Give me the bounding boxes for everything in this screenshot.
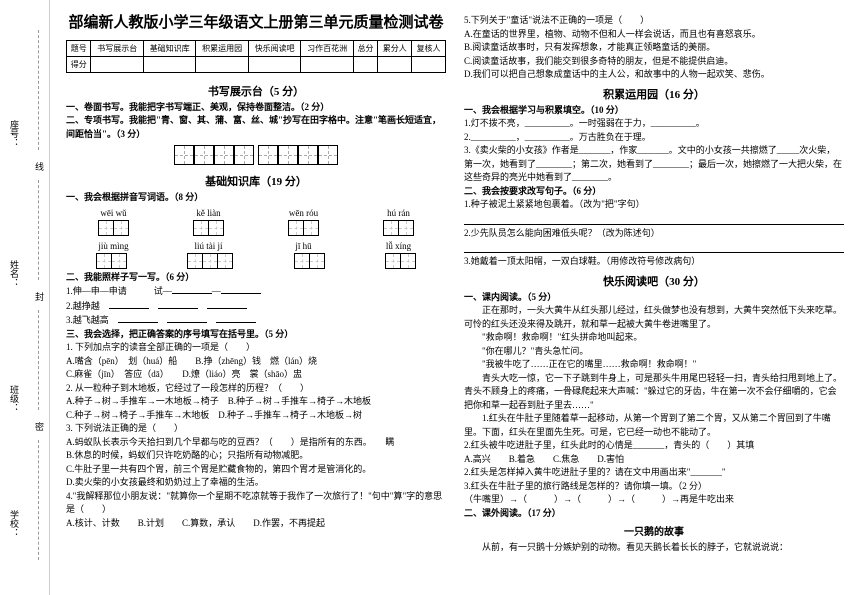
score-table: 题号 书写展示台 基础知识库 积累运用园 快乐阅读吧 习作百花洲 总分 累分人 … [66,40,446,73]
q5a: A.在童话的世界里，植物、动物不但和人一样会说话，而且也有喜怒哀乐。 [464,28,844,42]
story-p1: 从前，有一只鹅十分嫉妒别的动物。看见天鹅长着长长的脖子，它就说说说： [464,541,844,555]
left-column: 部编新人教版小学三年级语文上册第三单元质量检测试卷 题号 书写展示台 基础知识库… [66,14,446,581]
th: 总分 [353,40,377,56]
label-name: 姓名： [8,260,21,287]
section-head-2: 基础知识库（19 分） [66,173,446,189]
th: 题号 [67,40,91,56]
section-head-1: 书写展示台（5 分） [66,83,446,99]
in1-p5: 青头大吃一惊，它一下子跳到牛身上，可是那头牛用尾巴轻轻一扫，青头给扫甩到地上了。… [464,372,844,413]
page: 部编新人教版小学三年级语文上册第三单元质量检测试卷 题号 书写展示台 基础知识库… [50,0,860,595]
story-title: 一只鹅的故事 [464,523,844,538]
tian-row-1 [66,220,446,236]
tian-grid-row [66,145,446,165]
q3-1: 1. 下列加点字的读音全部正确的一项是（ ） [66,341,446,355]
in1-p2: "救命啊！救命啊！"红头拼命地叫起来。 [464,331,844,345]
q5b: B.阅读童话故事时，只有发挥想象，才能真正领略童话的美丽。 [464,41,844,55]
th: 快乐阅读吧 [248,40,300,56]
q32: 二、我会按要求改写句子。（6 分） [464,185,844,199]
th: 习作百花洲 [301,40,353,56]
q2-2c: 3.越飞越高 [66,313,446,328]
answer-line [464,242,844,253]
q3-2a: A.种子→树→手推车→一木地板→椅子 B.种子→树→手推车→椅子→木地板 [66,395,446,409]
label-school: 学校： [8,510,21,537]
q3-1a: A.嘴含（pēn） 划（huá）船 B.挣（zhēng）钱 燃（lán）烧 [66,355,446,369]
section-head-3: 积累运用园（16 分） [464,86,844,102]
q3-1b: C.麻雀（jīn） 答应（dā） D.燎（liáo）亮 裳（shāo）盅 [66,368,446,382]
in1-p1: 正在那时，一头大黄牛从红头那儿经过，红头做梦也没有想到，大黄牛突然低下头来吃草。… [464,304,844,331]
q3-4: 4."我解释那位小朋友说："就算你一个星期不吃凉就等于我作了一次旅行了！"句中"… [66,490,446,517]
right-column: 5.下列关于"童话"说法不正确的一项是（ ） A.在童话的世界里，植物、动物不但… [464,14,844,581]
q2-1: 一、我会根据拼音写词语。（8 分） [66,191,446,205]
q3-3b: B.休息的时候，蚂蚁们只许吃奶酪的心；只指所有动物减肥。 [66,449,446,463]
q2-2b: 2.越挣越 [66,299,446,314]
dash-3 [38,310,39,410]
th: 基础知识库 [143,40,195,56]
pinyin-row-1: wēi wǔ kě liàn wēn róu hú rán [66,208,446,218]
pinyin-row-2: jiù mìng liú tài jí jī hū lǚ xíng [66,241,446,251]
q31-3: 3.《卖火柴的小女孩》作者是_______，作家_______。文中的小女孩一共… [464,144,844,185]
q31: 一、我会根据学习与积累填空。（10 分） [464,104,844,118]
tian-row-2 [66,253,446,269]
q3-3d: D.卖火柴的小女孩最终和奶奶过上了幸福的生活。 [66,476,446,490]
seal-word-3: 密 [35,420,44,433]
table-row: 题号 书写展示台 基础知识库 积累运用园 快乐阅读吧 习作百花洲 总分 累分人 … [67,40,446,56]
q3-4abcd: A.核计、计数 B.计划 C.算数，承认 D.作罢，不再提起 [66,517,446,531]
q3-2: 2. 从一粒种子到木地板，它经过了一段怎样的历程？（ ） [66,382,446,396]
qin1: 1.红头在牛肚子里随着草一起移动，从第一个胃到了第二个胃，又从第二个胃回到了牛嘴… [464,412,844,439]
q32-3: 3.她戴着一顶太阳帽，一双白球鞋。（用修改符号修改病句） [464,255,844,269]
section-head-4: 快乐阅读吧（30 分） [464,273,844,289]
th: 积累运用园 [196,40,248,56]
label-seat: 座号： [8,120,21,147]
qin2: 2.红头被牛吃进肚子里，红头此时的心情是_______，青头的（ ）其填 [464,439,844,453]
q5c: C.阅读童话故事，我们能交到很多奇特的朋友，但是不能提供启迪。 [464,55,844,69]
qin3: 2.红头是怎样掉入黄牛吃进肚子里的？请在文中用画出来"_______" [464,466,844,480]
in1: 一、课内阅读。（5 分） [464,291,844,305]
label-class: 班级： [8,385,21,412]
q1-1: 一、卷面书写。我能把字书写端正、美观，保持卷面整洁。（2 分） [66,101,446,115]
exam-title: 部编新人教版小学三年级语文上册第三单元质量检测试卷 [66,14,446,34]
dash-4 [38,440,39,560]
q2-2: 二、我能照样子写一写。（6 分） [66,271,446,285]
binding-margin: 学校： 班级： 姓名： 座号： 线 封 密 [0,0,50,595]
qin4b: （牛嘴里）→（ ）→（ ）→（ ）→再是牛吃出来 [464,493,844,507]
q3-3a: A.蚂蚁队长表示今天拾扫到几个早都与吃的豆西？（ ）是指所有的东西。 瞒 [66,436,446,450]
q32-2: 2.少先队员怎么能向困难低头呢？（改为陈述句） [464,227,844,241]
qin2o: A.高兴 B.着急 C.焦急 D.害怕 [464,453,844,467]
q3-2b: C.种子→树→椅子→手推车→木地板 D.种子→手推车→椅子→木地板→树 [66,409,446,423]
dash-2 [38,180,39,280]
th: 复核人 [412,40,446,56]
in1-p4: "我被牛吃了……正在它的嘴里……救命啊！救命啊！" [464,358,844,372]
td: 得分 [67,56,91,72]
in1-p3: "你在哪儿？"青头急忙问。 [464,345,844,359]
q3: 三、我会选择，把正确答案的序号填写在括号里。（5 分） [66,328,446,342]
seal-word-2: 封 [35,290,44,303]
q2-2a: 1.伸—申—申请 试—— [66,284,446,299]
q32-1: 1.种子被泥土紧紧地包裹着。（改为"把"字句） [464,198,844,212]
q31-1: 1.灯不拨不亮，__________。一时强弱在于力，__________。 [464,117,844,131]
qin4: 3.红头在牛肚子里的旅行路线是怎样的？请你填一填。（2 分） [464,480,844,494]
q1-2: 二、专项书写。我能把"青、窗、其、蒲、富、丝、城"抄写在田字格中。注意"笔画长短… [66,114,446,141]
seal-word-1: 线 [35,160,44,173]
q3-3c: C.牛肚子里一共有四个胃，前三个胃是贮藏食物的，第四个胃才是管消化的。 [66,463,446,477]
q5: 5.下列关于"童话"说法不正确的一项是（ ） [464,14,844,28]
in2: 二、课外阅读。（17 分） [464,507,844,521]
q3-3: 3. 下列说法正确的是（ ） [66,422,446,436]
answer-line [464,214,844,225]
dash-1 [38,30,39,150]
q31-2: 2.__________，__________。万古胜负在于理。 [464,131,844,145]
th: 书写展示台 [91,40,143,56]
table-row: 得分 [67,56,446,72]
q5d: D.我们可以把自己想象成童话中的主人公，和故事中的人物一起欢笑、悲伤。 [464,68,844,82]
th: 累分人 [378,40,412,56]
